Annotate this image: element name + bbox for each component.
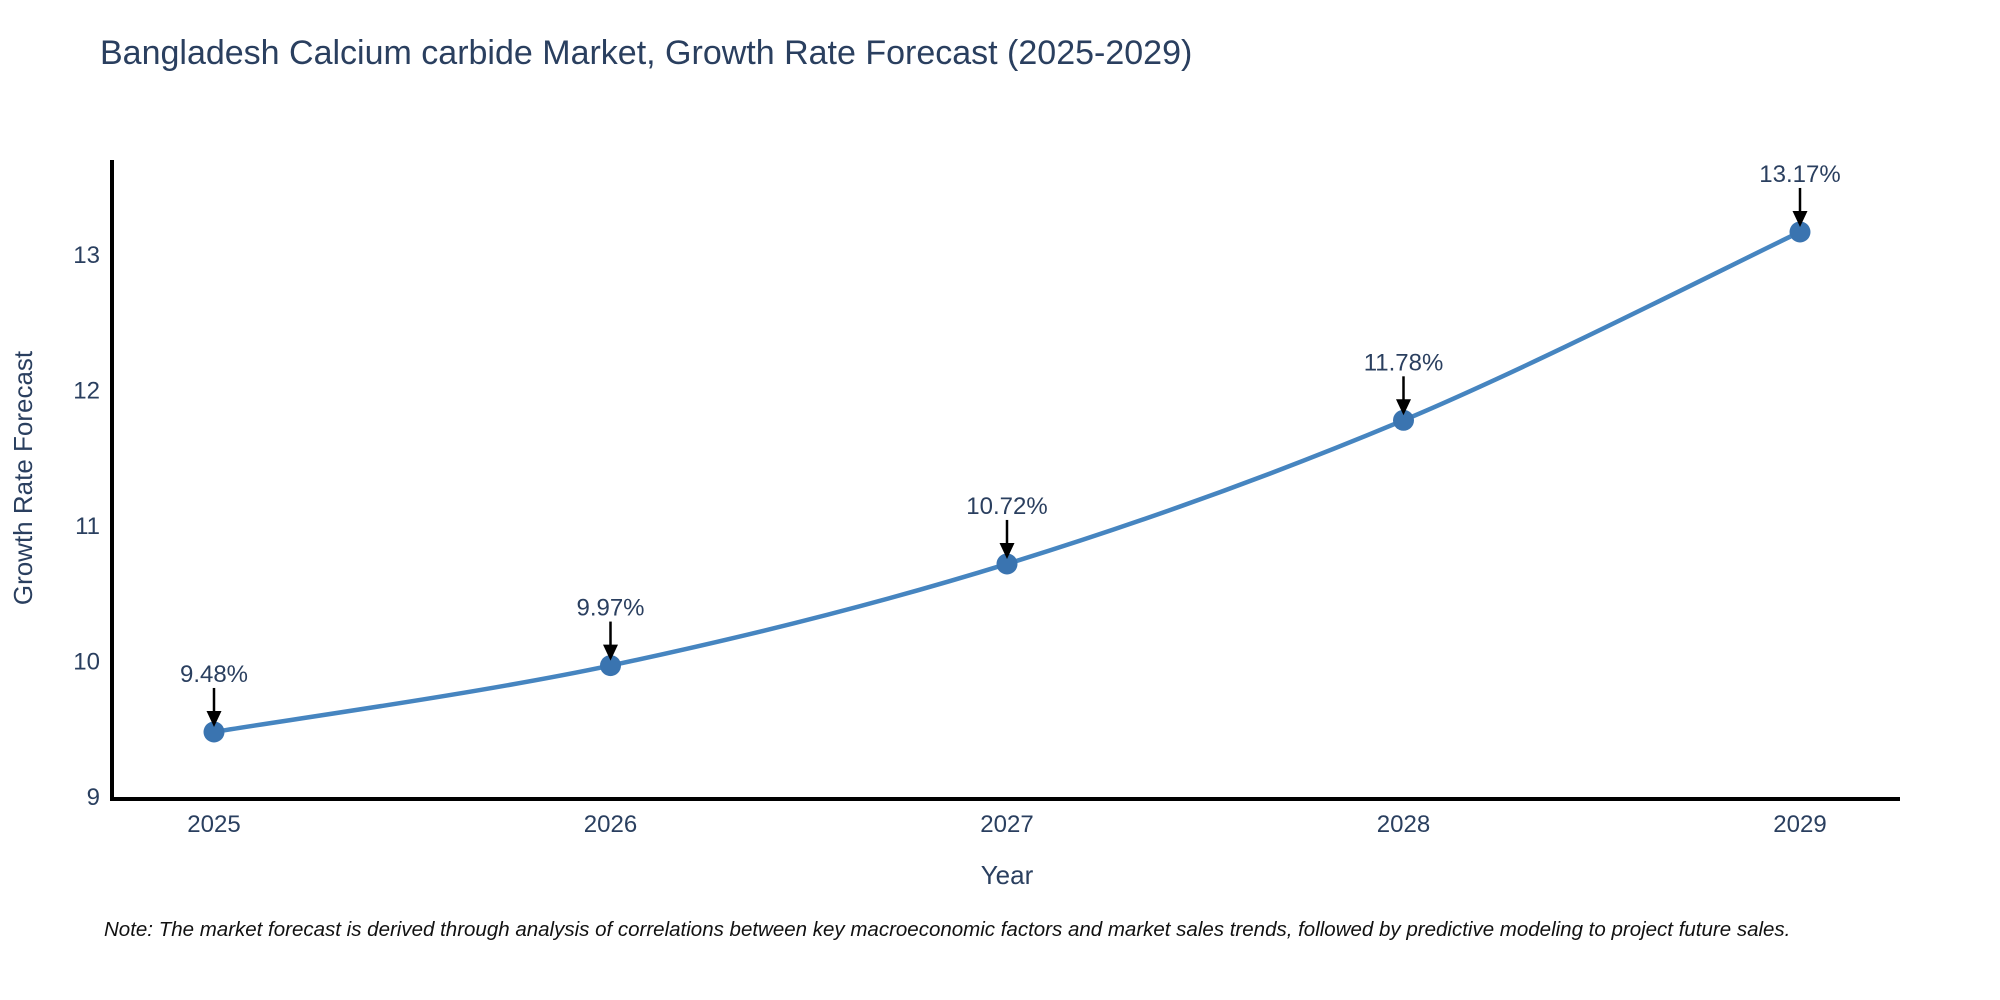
x-tick-label: 2029 [1773,811,1826,838]
data-point-label: 9.48% [180,661,248,688]
footnote: Note: The market forecast is derived thr… [104,918,1791,941]
data-point-label: 13.17% [1759,161,1840,188]
x-tick-label: 2025 [187,811,240,838]
x-axis-title: Year [981,860,1034,890]
data-point-marker [1393,409,1414,431]
y-axis-title: Growth Rate Forecast [8,350,38,605]
annotation-arrowhead-icon [1792,210,1808,227]
y-tick-label: 9 [87,784,100,811]
y-tick-label: 10 [73,649,100,676]
data-point-label: 10.72% [966,493,1047,520]
data-series-layer [203,221,1811,743]
x-tick-label: 2027 [980,811,1033,838]
annotation-arrowhead-icon [603,644,618,661]
chart-title: Bangladesh Calcium carbide Market, Growt… [100,34,1193,72]
data-point-marker [996,553,1018,575]
axes-layer: 9 10 11 12 13 2025 2026 2027 2028 2029 [73,160,1900,838]
annotation-layer: 9.48% 9.97% 10.72% 11.78% 13.17% [180,161,1841,727]
data-point-label: 11.78% [1364,349,1444,376]
y-tick-label: 12 [73,378,100,405]
data-point-marker [1789,221,1811,243]
y-tick-label: 13 [73,242,100,269]
data-point-marker [203,721,225,743]
data-point-marker [600,655,621,677]
annotation-arrowhead-icon [999,542,1015,559]
y-tick-label: 11 [75,513,100,540]
x-tick-label: 2028 [1377,811,1430,838]
x-tick-label: 2026 [584,811,637,838]
annotation-arrowhead-icon [1396,399,1411,416]
annotation-arrowhead-icon [206,710,222,727]
data-point-label: 9.97% [576,595,644,622]
forecast-line [211,229,1803,735]
